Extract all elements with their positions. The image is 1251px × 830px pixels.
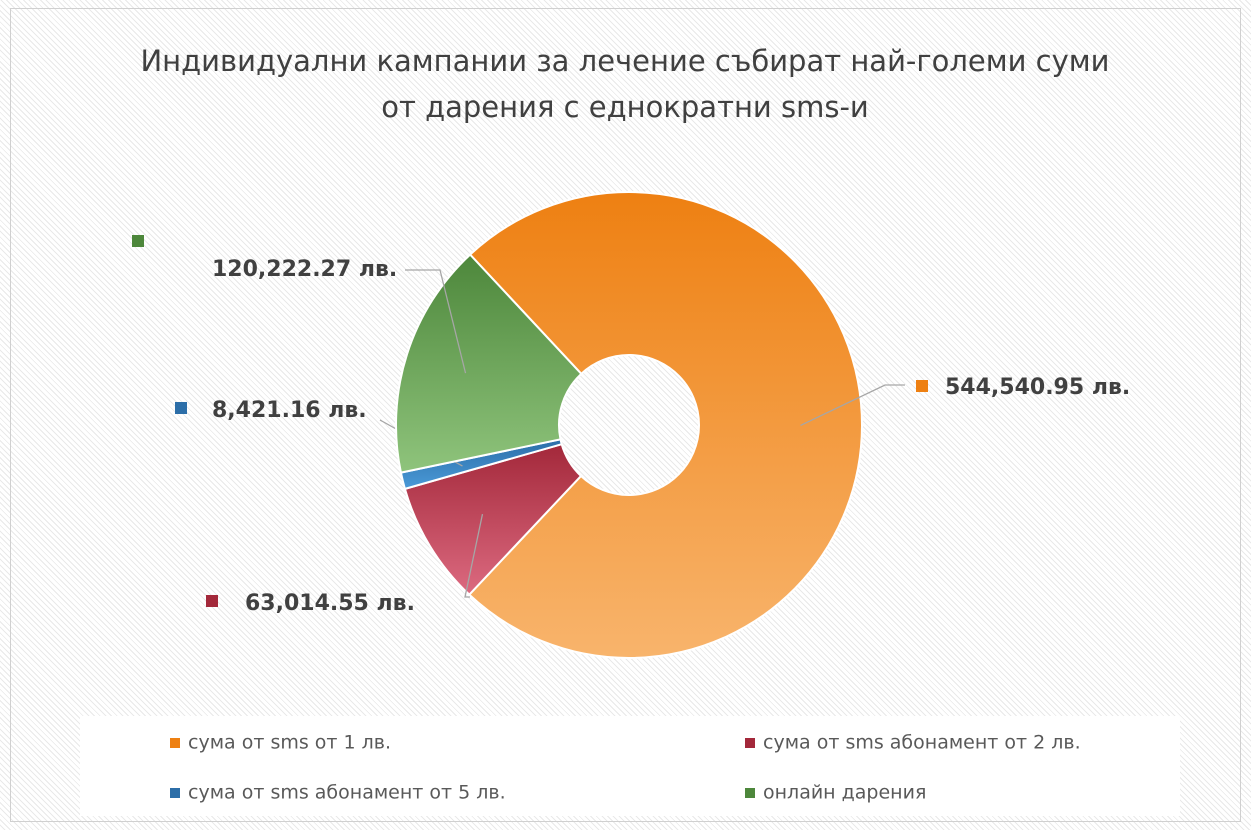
- label-key: [916, 380, 928, 392]
- data-label: 544,540.95 лв.: [945, 375, 1130, 400]
- legend-key: [170, 738, 180, 748]
- legend-key: [745, 738, 755, 748]
- legend-label: сума от sms абонамент от 5 лв.: [188, 782, 506, 804]
- leader-line: [464, 513, 484, 598]
- chart-frame: [10, 8, 1241, 822]
- legend-box: [80, 716, 1180, 816]
- donut-slice: [467, 191, 863, 659]
- donut-slice: [395, 253, 583, 474]
- chart-title: Индивидуални кампании за лечение събират…: [140, 44, 1110, 124]
- label-key: [206, 595, 218, 607]
- data-label: 63,014.55 лв.: [245, 591, 415, 616]
- legend-label: сума от sms абонамент от 2 лв.: [763, 732, 1081, 754]
- label-key: [175, 402, 187, 414]
- data-label: 120,222.27 лв.: [212, 257, 397, 282]
- legend-key: [170, 788, 180, 798]
- legend-key: [745, 788, 755, 798]
- leader-line: [800, 384, 905, 427]
- data-label: 8,421.16 лв.: [212, 398, 367, 423]
- label-key: [132, 235, 144, 247]
- leader-line: [405, 269, 467, 374]
- legend-label: сума от sms от 1 лв.: [188, 732, 391, 754]
- legend-label: онлайн дарения: [763, 782, 926, 804]
